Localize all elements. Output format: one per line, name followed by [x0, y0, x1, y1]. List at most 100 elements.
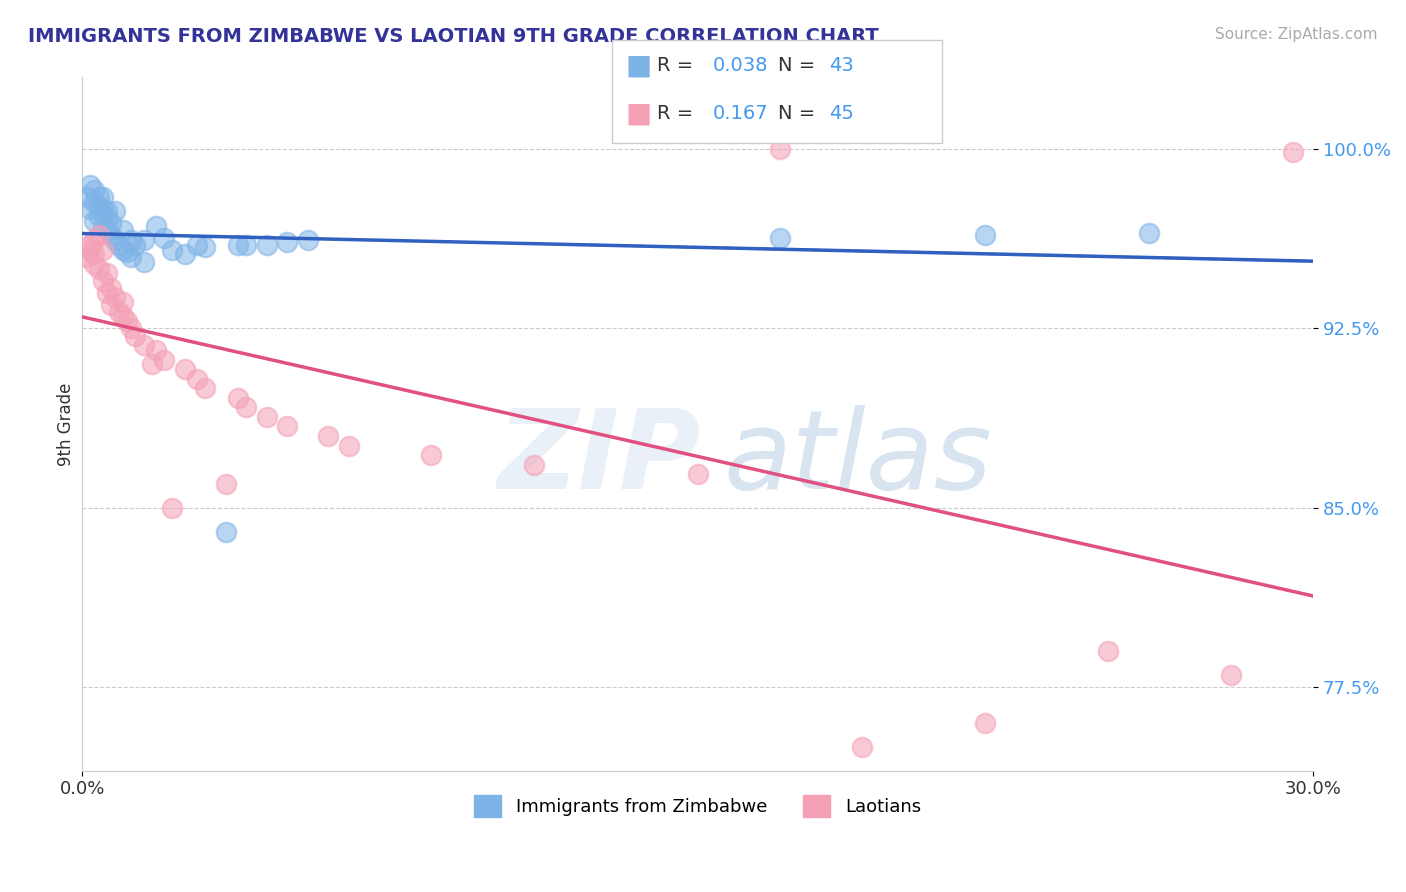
Point [226, 391, 249, 405]
Point [124, 328, 146, 343]
Point [87, 228, 110, 243]
Point [83, 233, 105, 247]
Point [75, 190, 97, 204]
Point [851, 739, 873, 754]
Point [91, 190, 114, 204]
Point [83, 257, 105, 271]
Point [145, 219, 167, 233]
Point [96, 223, 118, 237]
Point [117, 244, 139, 259]
Point [276, 419, 298, 434]
Point [120, 321, 142, 335]
Point [100, 281, 122, 295]
Point [132, 233, 155, 247]
Point [974, 715, 997, 730]
Point [1220, 668, 1243, 682]
Text: 43: 43 [830, 55, 855, 75]
Point [215, 524, 238, 539]
Point [120, 250, 142, 264]
Point [173, 247, 195, 261]
Legend: Immigrants from Zimbabwe, Laotians: Immigrants from Zimbabwe, Laotians [467, 788, 928, 824]
Text: 45: 45 [830, 103, 855, 123]
Point [522, 458, 544, 472]
Point [96, 211, 118, 226]
Point [100, 297, 122, 311]
Text: ■: ■ [626, 99, 652, 128]
Text: IMMIGRANTS FROM ZIMBABWE VS LAOTIAN 9TH GRADE CORRELATION CHART: IMMIGRANTS FROM ZIMBABWE VS LAOTIAN 9TH … [28, 27, 879, 45]
Point [153, 230, 176, 244]
Point [226, 237, 249, 252]
Point [215, 476, 238, 491]
Point [91, 243, 114, 257]
Text: atlas: atlas [724, 405, 993, 512]
Point [337, 439, 360, 453]
Point [297, 233, 319, 247]
Point [91, 202, 114, 216]
Point [235, 401, 257, 415]
Point [87, 190, 110, 204]
Text: ZIP: ZIP [498, 405, 702, 512]
Point [162, 500, 184, 515]
Point [96, 204, 118, 219]
Text: N =: N = [778, 103, 821, 123]
Point [112, 243, 135, 257]
Point [87, 261, 110, 276]
Point [145, 343, 167, 357]
Point [194, 381, 217, 395]
Point [124, 237, 146, 252]
Text: R =: R = [657, 103, 699, 123]
Text: N =: N = [778, 55, 821, 75]
Point [87, 209, 110, 223]
Point [141, 357, 163, 371]
Point [79, 202, 101, 216]
Point [318, 429, 340, 443]
Y-axis label: 9th Grade: 9th Grade [58, 383, 75, 466]
Point [686, 467, 709, 482]
Point [108, 304, 131, 318]
Point [91, 219, 114, 233]
Point [276, 235, 298, 250]
Point [79, 243, 101, 257]
Point [162, 243, 184, 257]
Point [104, 233, 127, 247]
Point [117, 314, 139, 328]
Point [132, 254, 155, 268]
Point [769, 142, 792, 156]
Point [83, 194, 105, 209]
Point [79, 237, 101, 252]
Point [235, 237, 257, 252]
Point [79, 178, 101, 192]
Point [96, 285, 118, 300]
Point [186, 371, 208, 385]
Point [420, 448, 443, 462]
Point [186, 237, 208, 252]
Point [112, 295, 135, 310]
Point [132, 338, 155, 352]
Point [83, 214, 105, 228]
Point [1137, 226, 1160, 240]
Point [87, 200, 110, 214]
Point [108, 237, 131, 252]
Point [104, 204, 127, 219]
Text: ■: ■ [626, 51, 652, 79]
Point [1281, 145, 1303, 159]
Point [112, 223, 135, 237]
Point [769, 230, 792, 244]
Point [256, 237, 278, 252]
Text: Source: ZipAtlas.com: Source: ZipAtlas.com [1215, 27, 1378, 42]
Point [91, 274, 114, 288]
Point [104, 290, 127, 304]
Text: 0.167: 0.167 [713, 103, 769, 123]
Point [120, 233, 142, 247]
Point [83, 247, 105, 261]
Point [100, 228, 122, 243]
Point [75, 250, 97, 264]
Point [1097, 644, 1119, 658]
Point [974, 228, 997, 243]
Point [173, 362, 195, 376]
Point [256, 409, 278, 424]
Text: 0.038: 0.038 [713, 55, 768, 75]
Point [100, 216, 122, 230]
Point [153, 352, 176, 367]
Point [194, 240, 217, 254]
